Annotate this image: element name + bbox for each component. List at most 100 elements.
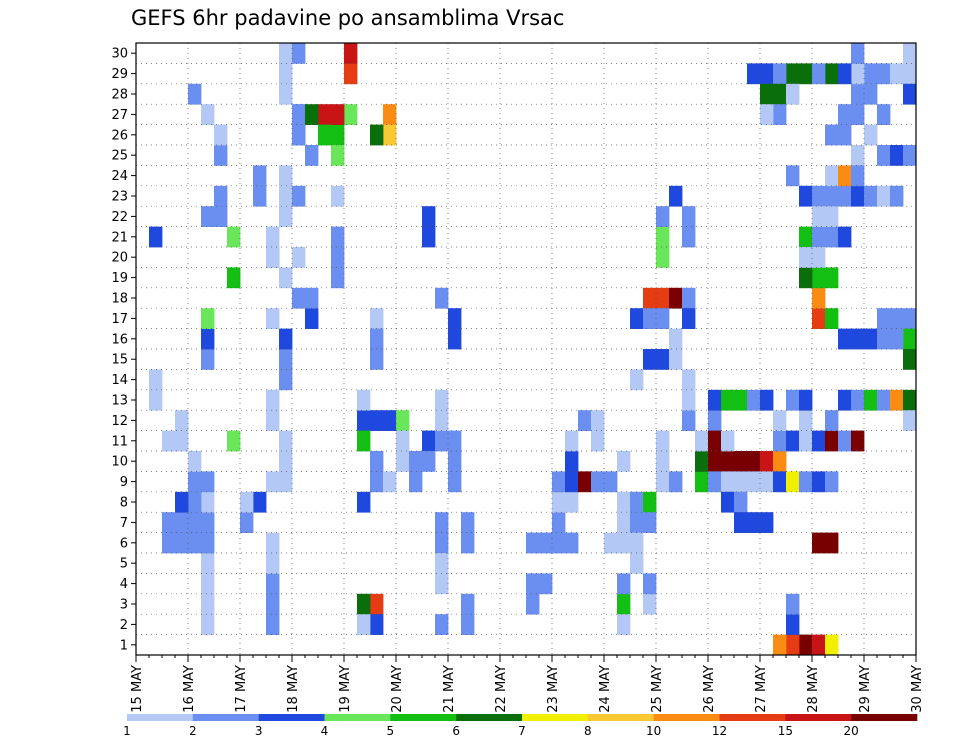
heatmap-cell	[188, 512, 202, 533]
heatmap-cell	[747, 451, 761, 472]
heatmap-cell	[669, 328, 683, 350]
heatmap-cell	[643, 593, 657, 615]
y-tick-label: 22	[111, 210, 128, 225]
heatmap-cell	[877, 308, 891, 329]
y-tick-label: 3	[120, 598, 128, 613]
heatmap-cell	[890, 389, 904, 411]
heatmap-cell	[747, 389, 761, 411]
heatmap-cell	[331, 226, 345, 248]
colorbar-label: 7	[518, 724, 526, 738]
heatmap-cell	[279, 369, 293, 391]
heatmap-cell	[435, 389, 449, 411]
heatmap-cell	[448, 328, 462, 350]
y-tick-label: 17	[111, 312, 128, 327]
heatmap-cell	[331, 185, 345, 207]
heatmap-cell	[864, 389, 878, 411]
heatmap-cell	[903, 389, 917, 411]
heatmap-cell	[825, 430, 839, 452]
heatmap-cell	[890, 328, 904, 350]
heatmap-cell	[357, 389, 371, 411]
heatmap-cell	[578, 410, 592, 431]
chart-title: GEFS 6hr padavine po ansamblima Vrsac	[131, 6, 565, 30]
y-tick-label: 7	[120, 516, 128, 531]
heatmap-cell	[422, 430, 436, 452]
heatmap-cell	[279, 63, 293, 85]
heatmap-cell	[851, 145, 865, 166]
heatmap-cell	[760, 83, 774, 105]
colorbar-swatch	[653, 714, 720, 721]
heatmap-cell	[760, 512, 774, 533]
heatmap-cell	[825, 471, 839, 493]
colorbar-swatch	[192, 714, 259, 721]
heatmap-cell	[591, 410, 605, 431]
heatmap-cell	[201, 471, 215, 493]
heatmap-cell	[279, 185, 293, 207]
heatmap-cell	[396, 430, 410, 452]
x-tick-label: 29 MAY	[858, 665, 873, 713]
x-tick-label: 23 MAY	[546, 665, 561, 713]
heatmap-cell	[708, 471, 722, 493]
heatmap-cell	[812, 267, 826, 289]
heatmap-cell	[279, 328, 293, 350]
heatmap-cell	[708, 389, 722, 411]
heatmap-cell	[825, 532, 839, 554]
heatmap-cell	[305, 145, 319, 166]
heatmap-cell	[812, 287, 826, 309]
heatmap-cell	[799, 63, 813, 85]
heatmap-cell	[279, 430, 293, 452]
heatmap-cell	[630, 308, 644, 329]
heatmap-cell	[773, 83, 787, 105]
heatmap-cell	[201, 573, 215, 595]
heatmap-cell	[435, 430, 449, 452]
heatmap-cell	[864, 83, 878, 105]
heatmap-cell	[305, 308, 319, 329]
heatmap-cell	[370, 410, 384, 431]
heatmap-cell	[630, 369, 644, 391]
heatmap-cell	[825, 185, 839, 207]
heatmap-cell	[552, 512, 566, 533]
heatmap-cell	[344, 104, 358, 125]
heatmap-cell	[786, 83, 800, 105]
heatmap-cell	[825, 410, 839, 431]
heatmap-cell	[864, 63, 878, 85]
heatmap-cell	[422, 206, 436, 227]
heatmap-cell	[422, 451, 436, 472]
heatmap-cell	[422, 226, 436, 248]
heatmap-cell	[227, 226, 241, 248]
heatmap-cell	[526, 593, 540, 615]
heatmap-cell	[838, 104, 852, 125]
heatmap-cell	[721, 451, 735, 472]
heatmap-cell	[461, 593, 475, 615]
heatmap-cell	[370, 124, 384, 146]
heatmap-cell	[201, 512, 215, 533]
heatmap-cell	[773, 430, 787, 452]
heatmap-cell	[799, 247, 813, 268]
heatmap-cell	[396, 410, 410, 431]
heatmap-cell	[682, 410, 696, 431]
heatmap-cell	[331, 247, 345, 268]
heatmap-cell	[864, 124, 878, 146]
heatmap-cell	[864, 328, 878, 350]
heatmap-cell	[266, 593, 280, 615]
heatmap-cell	[565, 491, 579, 513]
heatmap-cell	[227, 267, 241, 289]
heatmap-cell	[565, 471, 579, 493]
x-tick-label: 25 MAY	[650, 665, 665, 713]
x-tick-label: 18 MAY	[286, 665, 301, 713]
heatmap-cell	[903, 145, 917, 166]
heatmap-cell	[721, 389, 735, 411]
heatmap-cells	[149, 43, 917, 656]
heatmap-cell	[188, 491, 202, 513]
heatmap-cell	[799, 185, 813, 207]
x-axis: 15 MAY 16 MAY 17 MAY 18 MAY 19 MAY 20 MAY 21 M…	[130, 655, 925, 713]
heatmap-cell	[669, 349, 683, 370]
heatmap-cell	[890, 63, 904, 85]
heatmap-cell	[305, 287, 319, 309]
heatmap-cell	[851, 83, 865, 105]
heatmap-cell	[812, 63, 826, 85]
heatmap-cell	[760, 471, 774, 493]
heatmap-cell	[773, 471, 787, 493]
heatmap-cell	[851, 165, 865, 187]
heatmap-cell	[734, 512, 748, 533]
heatmap-cell	[825, 63, 839, 85]
